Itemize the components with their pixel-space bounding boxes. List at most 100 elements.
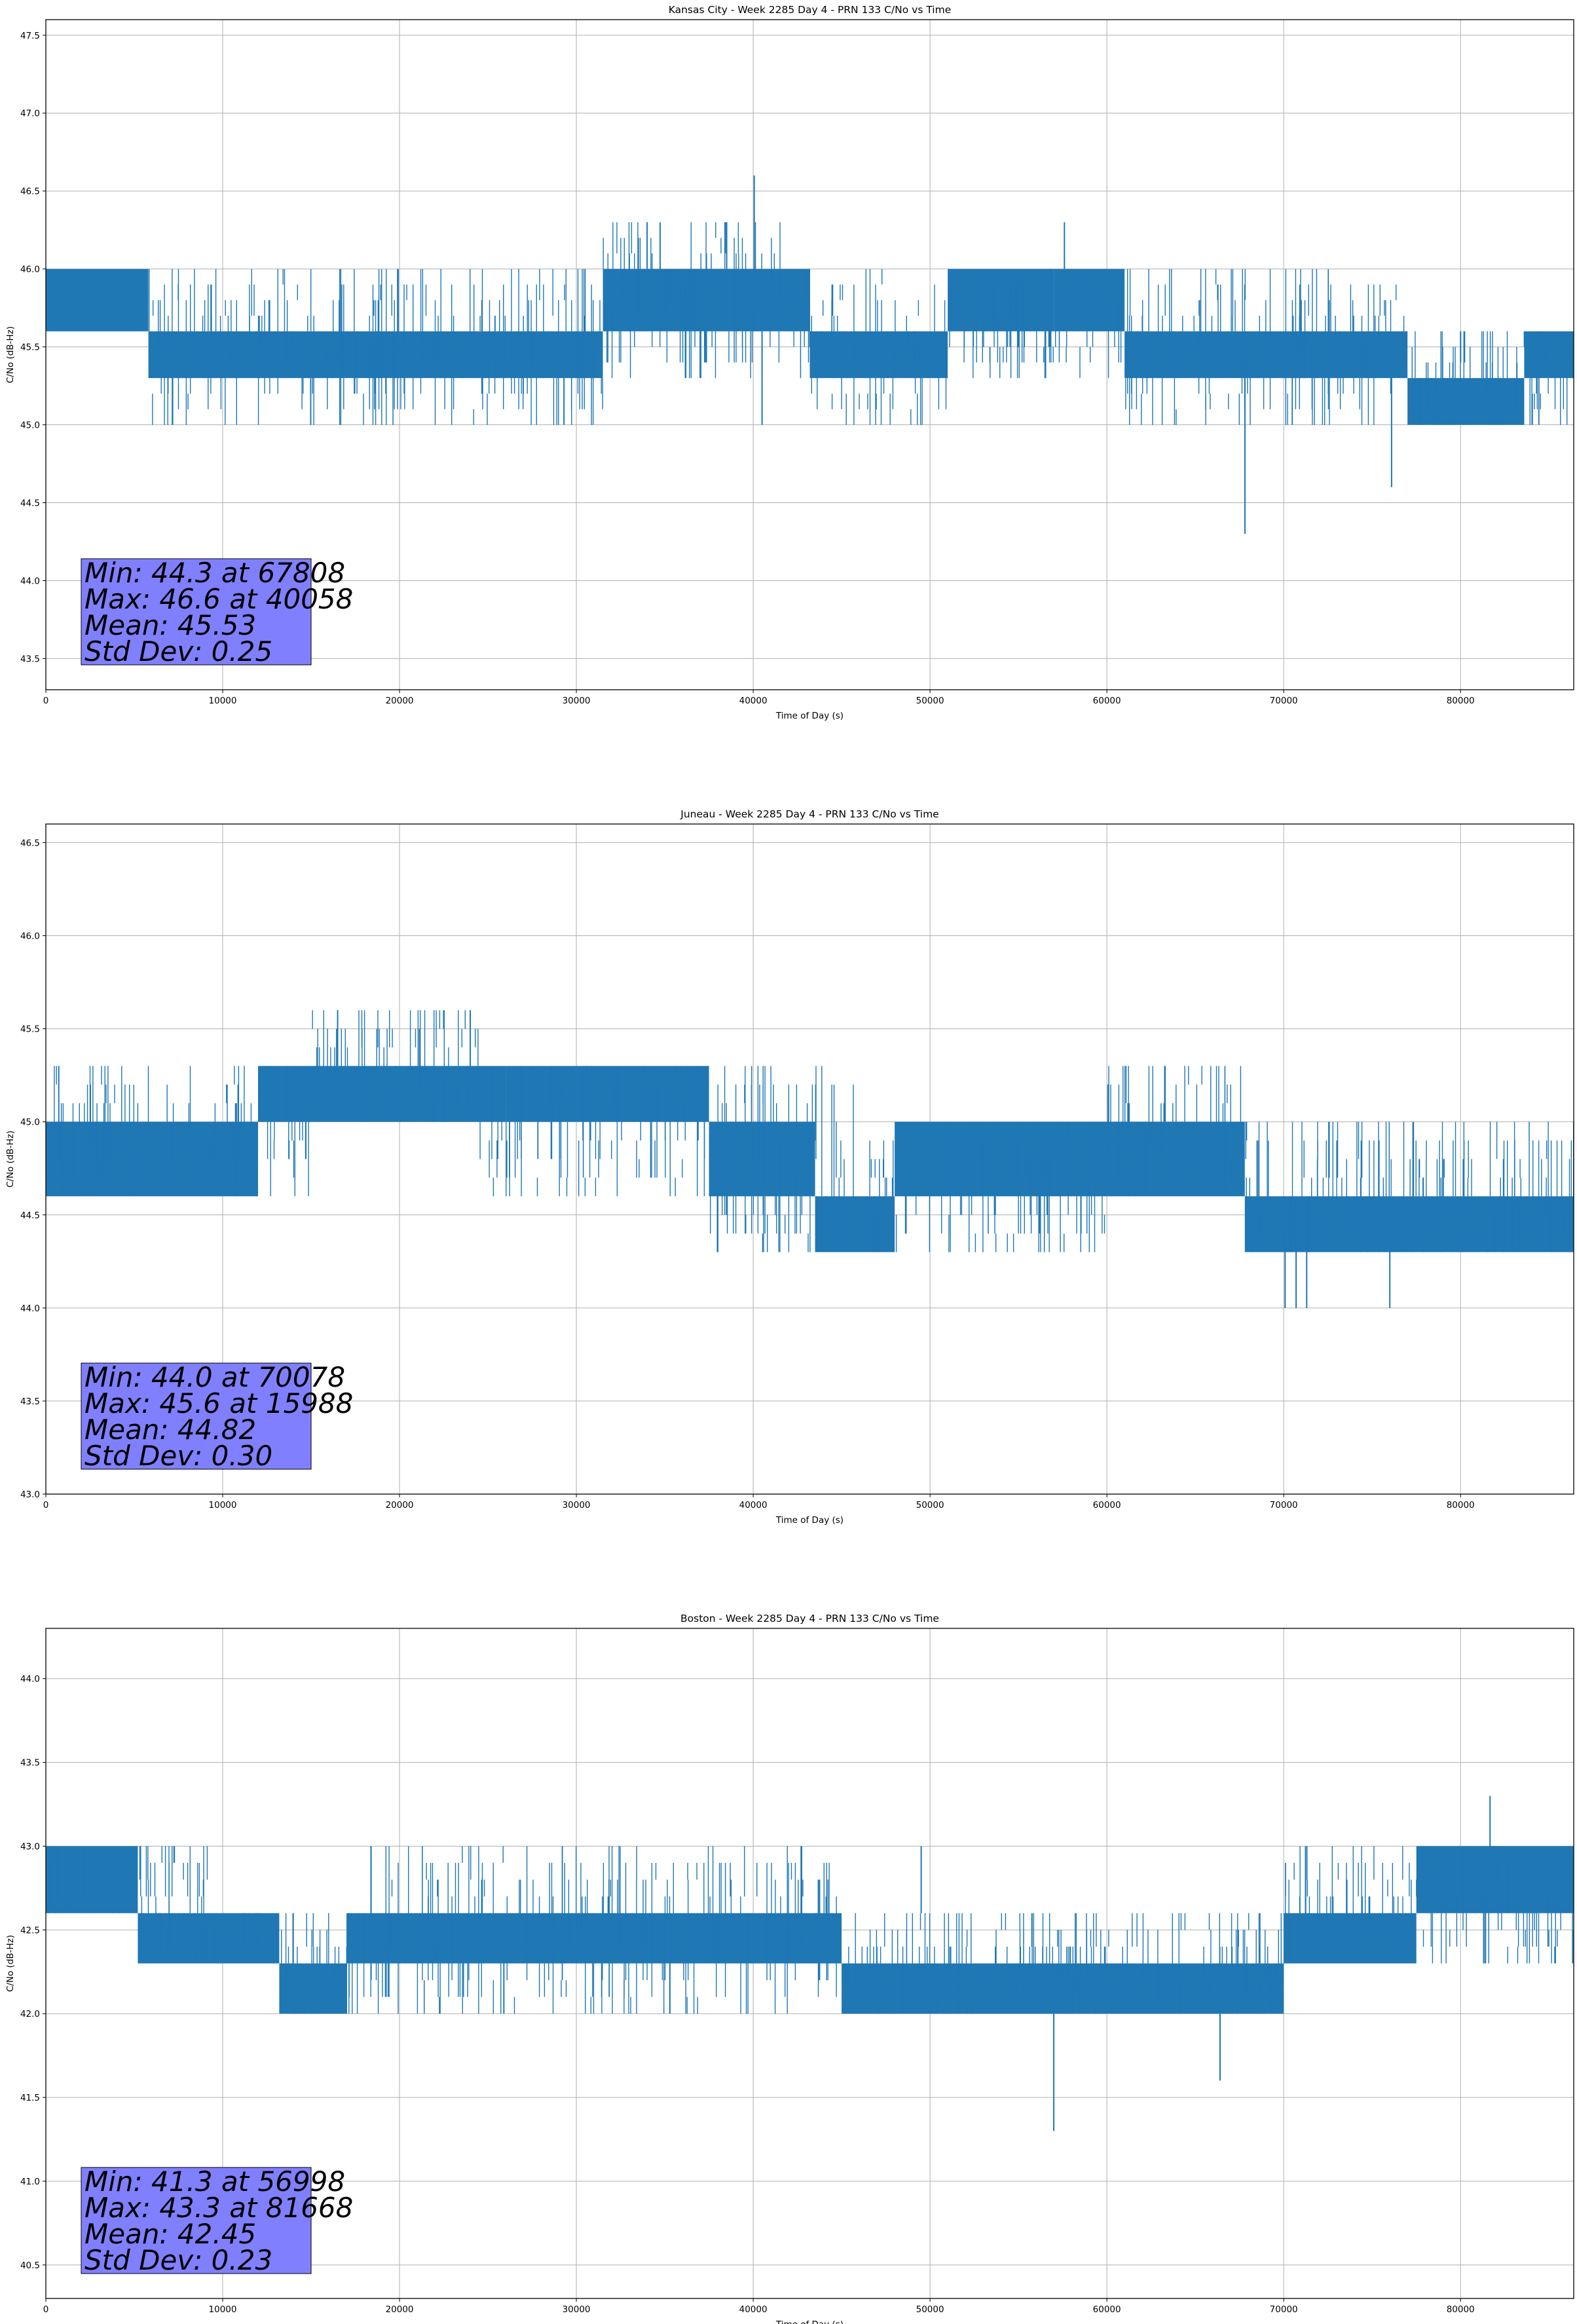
- x-tick-label: 0: [43, 2304, 49, 2315]
- series-band: [506, 1066, 709, 1122]
- y-tick-label: 41.0: [20, 2177, 40, 2187]
- y-tick-label: 40.5: [20, 2260, 40, 2271]
- y-tick-label: 45.5: [20, 343, 40, 353]
- x-tick-label: 30000: [563, 2304, 591, 2315]
- y-axis: 43.0 43.5 44.0 44.5 45.0 45.5 46.0 46.5: [20, 838, 46, 1500]
- series-band: [1244, 1196, 1574, 1252]
- x-tick-label: 80000: [1447, 2304, 1475, 2315]
- x-tick-label: 60000: [1093, 2304, 1121, 2315]
- series-band: [1054, 269, 1125, 331]
- y-tick-label: 43.5: [20, 654, 40, 664]
- stats-line: Std Dev: 0.30: [84, 1440, 272, 1472]
- x-tick-label: 10000: [209, 2304, 237, 2315]
- x-tick-label: 40000: [739, 696, 768, 706]
- x-axis-label: Time of Day (s): [775, 2319, 844, 2324]
- x-tick-label: 10000: [209, 696, 237, 706]
- x-tick-label: 50000: [916, 696, 944, 706]
- series-band: [1407, 378, 1525, 425]
- x-tick-label: 20000: [386, 696, 414, 706]
- y-axis-label: C/No (dB-Hz): [5, 1935, 16, 1992]
- y-tick-label: 43.0: [20, 1841, 40, 1852]
- series-band: [815, 1196, 895, 1252]
- series-band: [258, 1066, 506, 1122]
- stats-line: Min: 41.3 at 56998: [84, 2165, 345, 2198]
- x-tick-label: 40000: [739, 2304, 768, 2315]
- x-tick-label: 10000: [209, 1500, 237, 1510]
- y-tick-label: 43.5: [20, 1758, 40, 1769]
- y-tick-label: 46.0: [20, 931, 40, 942]
- y-tick-label: 47.5: [20, 31, 40, 41]
- x-tick-label: 20000: [386, 2304, 414, 2315]
- stats-line: Mean: 42.45: [84, 2218, 256, 2250]
- chart-title: Juneau - Week 2285 Day 4 - PRN 133 C/No …: [680, 808, 938, 820]
- stats-line: Max: 43.3 at 81668: [84, 2192, 353, 2224]
- series-band: [279, 1963, 347, 2014]
- y-axis-label: C/No (dB-Hz): [5, 1131, 16, 1188]
- x-tick-label: 80000: [1447, 1500, 1475, 1510]
- y-tick-label: 43.0: [20, 1490, 40, 1500]
- y-axis: 43.5 44.0 44.5 45.0 45.5 46.0 46.5 47.0 47.5: [20, 31, 46, 664]
- stats-line: Mean: 44.82: [84, 1414, 256, 1446]
- x-tick-label: 30000: [563, 1500, 591, 1510]
- chart-title: Kansas City - Week 2285 Day 4 - PRN 133 …: [669, 4, 952, 16]
- y-tick-label: 45.0: [20, 1117, 40, 1128]
- stats-line: Std Dev: 0.23: [84, 2244, 272, 2276]
- y-tick-label: 45.0: [20, 421, 40, 431]
- y-tick-label: 46.5: [20, 838, 40, 848]
- y-axis: 40.5 41.0 41.5 42.0 42.5 43.0 43.5 44.0: [20, 1674, 46, 2271]
- x-tick-label: 20000: [386, 1500, 414, 1510]
- axes-frame: [45, 823, 1574, 1495]
- x-tick-label: 50000: [916, 1500, 944, 1510]
- y-tick-label: 46.5: [20, 187, 40, 197]
- stats-line: Max: 45.6 at 15988: [84, 1387, 353, 1419]
- y-axis-label: C/No (dB-Hz): [5, 326, 16, 383]
- series-band: [1524, 331, 1574, 379]
- x-tick-label: 70000: [1270, 1500, 1298, 1510]
- y-tick-label: 44.0: [20, 1674, 40, 1685]
- axes-frame: [45, 19, 1574, 690]
- x-tick-label: 70000: [1270, 696, 1298, 706]
- series-band: [148, 331, 312, 379]
- series-band: [842, 1963, 1284, 2014]
- y-tick-label: 46.0: [20, 265, 40, 275]
- stats-line: Min: 44.0 at 70078: [84, 1361, 345, 1393]
- y-tick-label: 42.0: [20, 2009, 40, 2019]
- y-tick-label: 44.5: [20, 1210, 40, 1221]
- y-tick-label: 42.5: [20, 1925, 40, 1936]
- cno-series: [46, 1010, 1574, 1308]
- series-band: [895, 1121, 1245, 1197]
- y-tick-label: 41.5: [20, 2093, 40, 2103]
- y-tick-label: 44.0: [20, 576, 40, 586]
- stats-line: Min: 44.3 at 67808: [84, 557, 345, 589]
- x-tick-label: 40000: [739, 1500, 768, 1510]
- x-tick-label: 70000: [1270, 2304, 1298, 2315]
- x-tick-label: 60000: [1093, 1500, 1121, 1510]
- chart-panel-3: 0 10000 20000 30000 40000 50000 60000 70000 8000…: [5, 1613, 1574, 2324]
- cno-series: [46, 175, 1574, 534]
- stats-box-background: [81, 1362, 312, 1470]
- stats-line: Std Dev: 0.25: [84, 635, 272, 667]
- stats-box-background: [81, 2167, 312, 2274]
- axes-frame: [45, 1628, 1574, 2299]
- series-jitter: [48, 1846, 1574, 2014]
- x-tick-label: 50000: [916, 2304, 944, 2315]
- x-axis-label: Time of Day (s): [775, 711, 844, 721]
- chart-panel-2: 0 10000 20000 30000 40000 50000 60000 70000 8000…: [5, 808, 1574, 1526]
- series-jitter: [47, 1010, 1574, 1252]
- stats-box-background: [81, 558, 312, 665]
- series-band: [809, 331, 948, 379]
- y-tick-label: 45.5: [20, 1024, 40, 1035]
- series-jitter: [149, 222, 1573, 425]
- y-tick-label: 47.0: [20, 109, 40, 119]
- cno-series: [46, 1795, 1574, 2131]
- y-tick-label: 43.5: [20, 1396, 40, 1407]
- series-band: [46, 1121, 259, 1197]
- x-tick-label: 60000: [1093, 696, 1121, 706]
- stats-line: Mean: 45.53: [84, 609, 256, 641]
- stats-line: Max: 46.6 at 40058: [84, 583, 353, 615]
- x-axis: 0 10000 20000 30000 40000 50000 60000 70000 8000…: [43, 2298, 1475, 2315]
